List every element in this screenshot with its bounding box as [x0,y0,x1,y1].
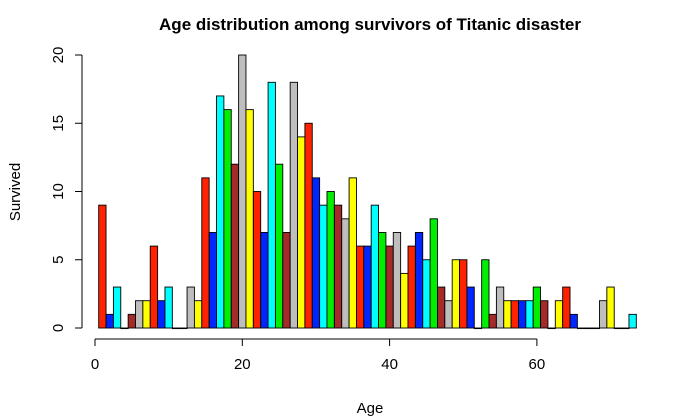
bar-age-60 [532,286,542,329]
bar-age-30 [311,177,321,329]
bar-age-15 [201,177,210,329]
bar-age-58 [518,300,527,329]
bar-age-26 [282,231,291,329]
bar-age-4 [120,327,129,330]
bars-group [98,54,637,330]
bar-age-53 [481,259,490,329]
bar-age-10 [164,286,173,329]
bar-age-36 [356,245,365,329]
bar-age-41 [392,231,402,329]
bar-age-48 [444,300,453,329]
bar-age-27 [289,81,298,329]
bar-age-57 [510,300,519,329]
bar-age-47 [437,286,446,329]
bar-age-22 [252,191,262,329]
y-axis-label: Survived [7,163,24,221]
bar-age-5 [127,313,136,329]
bar-age-16 [208,231,217,329]
x-tick-label: 60 [529,356,546,373]
bar-age-61 [540,300,549,329]
bar-age-21 [245,109,254,329]
bar-age-39 [378,231,387,329]
bar-age-13 [186,286,195,329]
bar-age-54 [488,313,497,329]
bar-age-50 [459,259,468,329]
bar-age-8 [149,245,159,329]
bar-age-20 [238,54,247,329]
bar-age-52 [473,327,483,330]
bar-age-34 [341,218,350,329]
bar-age-14 [193,300,203,329]
y-tick-label: 0 [50,324,67,332]
bar-age-33 [333,204,343,329]
bar-age-55 [495,286,505,329]
bar-age-28 [297,136,306,329]
bar-age-17 [216,95,225,329]
y-tick-label: 20 [50,47,67,64]
bar-age-68 [591,327,600,330]
bar-age-59 [525,300,534,329]
bar-age-11 [171,327,181,330]
y-tick-label: 5 [50,256,67,264]
bar-age-32 [326,191,335,329]
x-tick-label: 0 [91,356,99,373]
bar-age-56 [503,300,512,329]
x-axis-label: Age [357,400,384,417]
bar-age-29 [304,122,313,329]
bar-age-38 [370,204,379,329]
bar-age-64 [562,286,571,329]
bar-age-7 [142,300,151,329]
bar-age-18 [223,109,232,329]
x-tick-label: 20 [234,356,251,373]
bar-age-40 [385,245,394,329]
bar-age-65 [569,313,578,329]
bar-age-73 [628,313,637,329]
bar-age-44 [414,231,424,329]
bar-age-67 [584,327,593,330]
bar-age-66 [576,327,586,330]
bar-age-6 [135,300,144,329]
bar-age-62 [547,327,556,330]
bar-age-72 [621,327,630,330]
bar-age-19 [230,163,240,329]
chart-title: Age distribution among survivors of Tita… [159,15,581,34]
bar-age-25 [274,163,284,329]
bar-age-31 [319,204,328,329]
bar-age-37 [363,245,372,329]
bar-age-71 [613,327,623,330]
bar-age-1 [98,204,107,329]
bar-age-49 [451,259,461,329]
bar-age-63 [554,300,564,329]
bar-age-69 [599,300,608,329]
bar-age-23 [260,231,269,329]
bar-age-12 [179,327,188,330]
y-tick-label: 10 [50,183,67,200]
bar-age-2 [105,313,114,329]
bar-age-24 [267,81,276,329]
bar-age-70 [606,286,615,329]
bar-age-46 [429,218,438,329]
bar-age-51 [466,286,475,329]
bar-age-43 [407,245,416,329]
y-tick-label: 15 [50,115,67,132]
bar-age-3 [112,286,122,329]
bar-age-35 [348,177,357,329]
bar-age-9 [157,300,166,329]
bar-age-42 [400,272,409,329]
x-tick-label: 40 [381,356,398,373]
y-axis: 0 5 10 15 20 [50,47,83,332]
x-axis: 0 20 40 60 [91,338,546,373]
bar-age-45 [422,259,431,329]
